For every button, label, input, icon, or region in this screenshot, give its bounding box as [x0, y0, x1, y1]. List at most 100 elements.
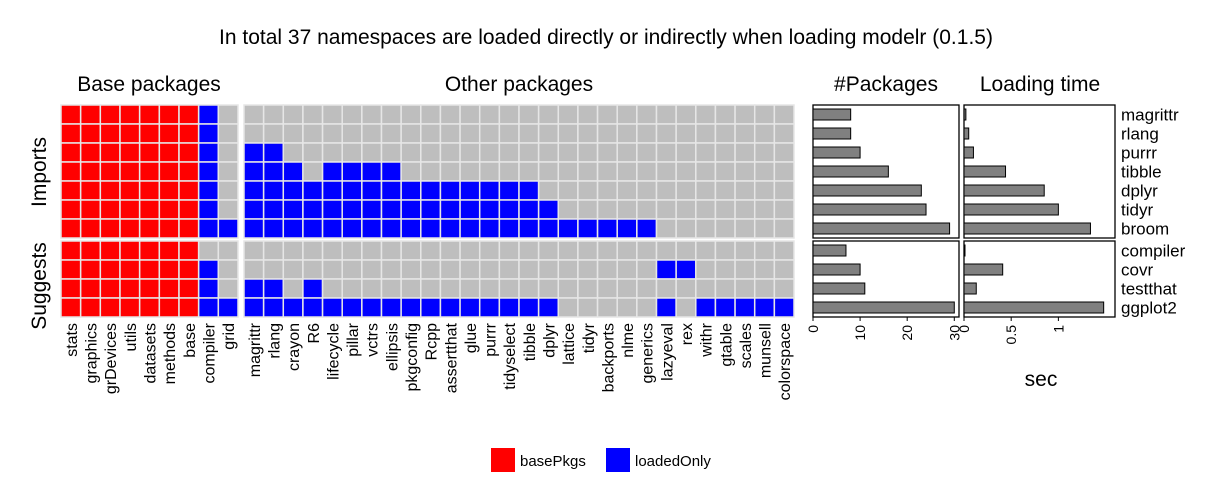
other-cell-magrittr-tibble — [518, 104, 540, 125]
row-label-covr: covr — [1121, 261, 1153, 280]
base-packages-heatmap: stats graphics grDevices utils datasets metho… — [60, 104, 239, 394]
other-cell-dplyr-munsell — [753, 180, 776, 201]
loading-time-panel-title: Loading time — [980, 73, 1100, 96]
base-cell-tibble-methods — [158, 161, 180, 182]
other-cell-ggplot2-glue — [459, 297, 481, 318]
other-cell-tibble-tidyselect — [498, 161, 520, 182]
other-cell-tibble-colorspace — [773, 161, 795, 182]
other-cell-compiler-generics — [636, 240, 658, 261]
other-cell-rlang-colorspace — [773, 123, 795, 144]
other-cell-tidyr-rlang — [262, 199, 285, 220]
other-cell-testthat-pkgconfig — [400, 278, 422, 299]
other-cell-testthat-glue — [459, 278, 481, 299]
other-cell-testthat-dplyr — [537, 278, 560, 299]
other-cell-tidyr-generics — [636, 199, 658, 220]
other-cell-rlang-rex — [675, 123, 697, 144]
base-cell-covr-datasets — [138, 259, 161, 280]
other-cell-compiler-lifecycle — [321, 240, 343, 261]
other-cell-compiler-purrr — [478, 240, 501, 261]
other-cell-tidyr-tibble — [518, 199, 540, 220]
other-cell-magrittr-lifecycle — [321, 104, 343, 125]
other-cell-broom-munsell — [753, 218, 776, 239]
base-cell-testthat-grid — [217, 278, 239, 299]
other-cell-compiler-lazyeval — [655, 240, 677, 261]
base-col-label-methods: methods — [162, 323, 179, 384]
base-cell-magrittr-datasets — [138, 104, 161, 125]
other-cell-tibble-munsell — [753, 161, 776, 182]
other-cell-broom-dplyr — [537, 218, 560, 239]
other-cell-purrr-ellipsis — [380, 142, 402, 163]
other-cell-ggplot2-gtable — [714, 297, 736, 318]
other-cell-magrittr-glue — [459, 104, 481, 125]
base-cell-magrittr-utils — [119, 104, 141, 125]
other-cell-tidyr-tidyselect — [498, 199, 520, 220]
other-cell-magrittr-munsell — [753, 104, 776, 125]
other-cell-covr-vctrs — [361, 259, 383, 280]
other-cell-compiler-tidyr — [577, 240, 599, 261]
other-cell-tidyr-purrr — [478, 199, 501, 220]
other-cell-tibble-magrittr — [243, 161, 265, 182]
other-cell-rlang-backports — [596, 123, 618, 144]
base-cell-tidyr-datasets — [138, 199, 161, 220]
other-cell-purrr-magrittr — [243, 142, 265, 163]
other-cell-tibble-backports — [596, 161, 618, 182]
other-cell-purrr-rcpp — [420, 142, 442, 163]
other-cell-covr-lifecycle — [321, 259, 343, 280]
packages-panel-title: #Packages — [834, 73, 938, 96]
other-cell-compiler-vctrs — [361, 240, 383, 261]
other-cell-magrittr-ellipsis — [380, 104, 402, 125]
other-cell-broom-gtable — [714, 218, 736, 239]
other-cell-tidyr-lifecycle — [321, 199, 343, 220]
packages-count-tick-label-1: 10 — [852, 325, 868, 341]
chart-title: In total 37 namespaces are loaded direct… — [219, 26, 993, 49]
other-cell-broom-scales — [734, 218, 756, 239]
other-cell-magrittr-purrr — [478, 104, 501, 125]
other-cell-dplyr-lifecycle — [321, 180, 343, 201]
other-col-label-pillar: pillar — [345, 322, 362, 356]
other-col-label-colorspace: colorspace — [777, 323, 794, 400]
other-cell-covr-pkgconfig — [400, 259, 422, 280]
base-cell-rlang-stats — [60, 123, 82, 144]
other-cell-testthat-rlang — [262, 278, 285, 299]
legend-label-loadedonly: loadedOnly — [635, 453, 711, 470]
other-cell-broom-tibble — [518, 218, 540, 239]
other-cell-dplyr-pillar — [341, 180, 363, 201]
base-cell-tidyr-compiler — [197, 199, 220, 220]
base-cell-ggplot2-utils — [119, 297, 141, 318]
other-col-label-magrittr: magrittr — [247, 322, 264, 377]
other-cell-broom-r6 — [302, 218, 324, 239]
packages-count-bar-compiler — [812, 244, 847, 257]
base-cell-magrittr-stats — [60, 104, 82, 125]
other-cell-testthat-rcpp — [420, 278, 442, 299]
other-cell-testthat-pillar — [341, 278, 363, 299]
other-cell-magrittr-pillar — [341, 104, 363, 125]
other-cell-ggplot2-crayon — [282, 297, 304, 318]
base-cell-covr-utils — [119, 259, 141, 280]
other-cell-purrr-tidyr — [577, 142, 599, 163]
other-col-label-lattice: lattice — [561, 323, 578, 365]
other-cell-tidyr-rex — [675, 199, 697, 220]
other-cell-rlang-lifecycle — [321, 123, 343, 144]
other-cell-dplyr-tidyr — [577, 180, 599, 201]
other-cell-testthat-tidyr — [577, 278, 599, 299]
base-cell-purrr-methods — [158, 142, 180, 163]
base-cell-purrr-base — [178, 142, 200, 163]
group-label-imports: Imports — [28, 137, 51, 207]
other-cell-magrittr-rcpp — [420, 104, 442, 125]
other-cell-covr-nlme — [616, 259, 638, 280]
other-cell-rlang-pkgconfig — [400, 123, 422, 144]
other-cell-ggplot2-pkgconfig — [400, 297, 422, 318]
other-cell-covr-gtable — [714, 259, 736, 280]
base-cell-dplyr-utils — [119, 180, 141, 201]
base-cell-dplyr-base — [178, 180, 200, 201]
base-cell-compiler-methods — [158, 240, 180, 261]
base-cell-magrittr-methods — [158, 104, 180, 125]
packages-count-bar-broom — [812, 222, 951, 235]
other-cell-ggplot2-tibble — [518, 297, 540, 318]
row-label-broom: broom — [1121, 220, 1169, 239]
packages-count-bar-dplyr — [812, 184, 922, 197]
base-cell-compiler-stats — [60, 240, 82, 261]
packages-count-bar-tidyr — [812, 203, 927, 216]
base-cell-covr-stats — [60, 259, 82, 280]
other-cell-broom-backports — [596, 218, 618, 239]
